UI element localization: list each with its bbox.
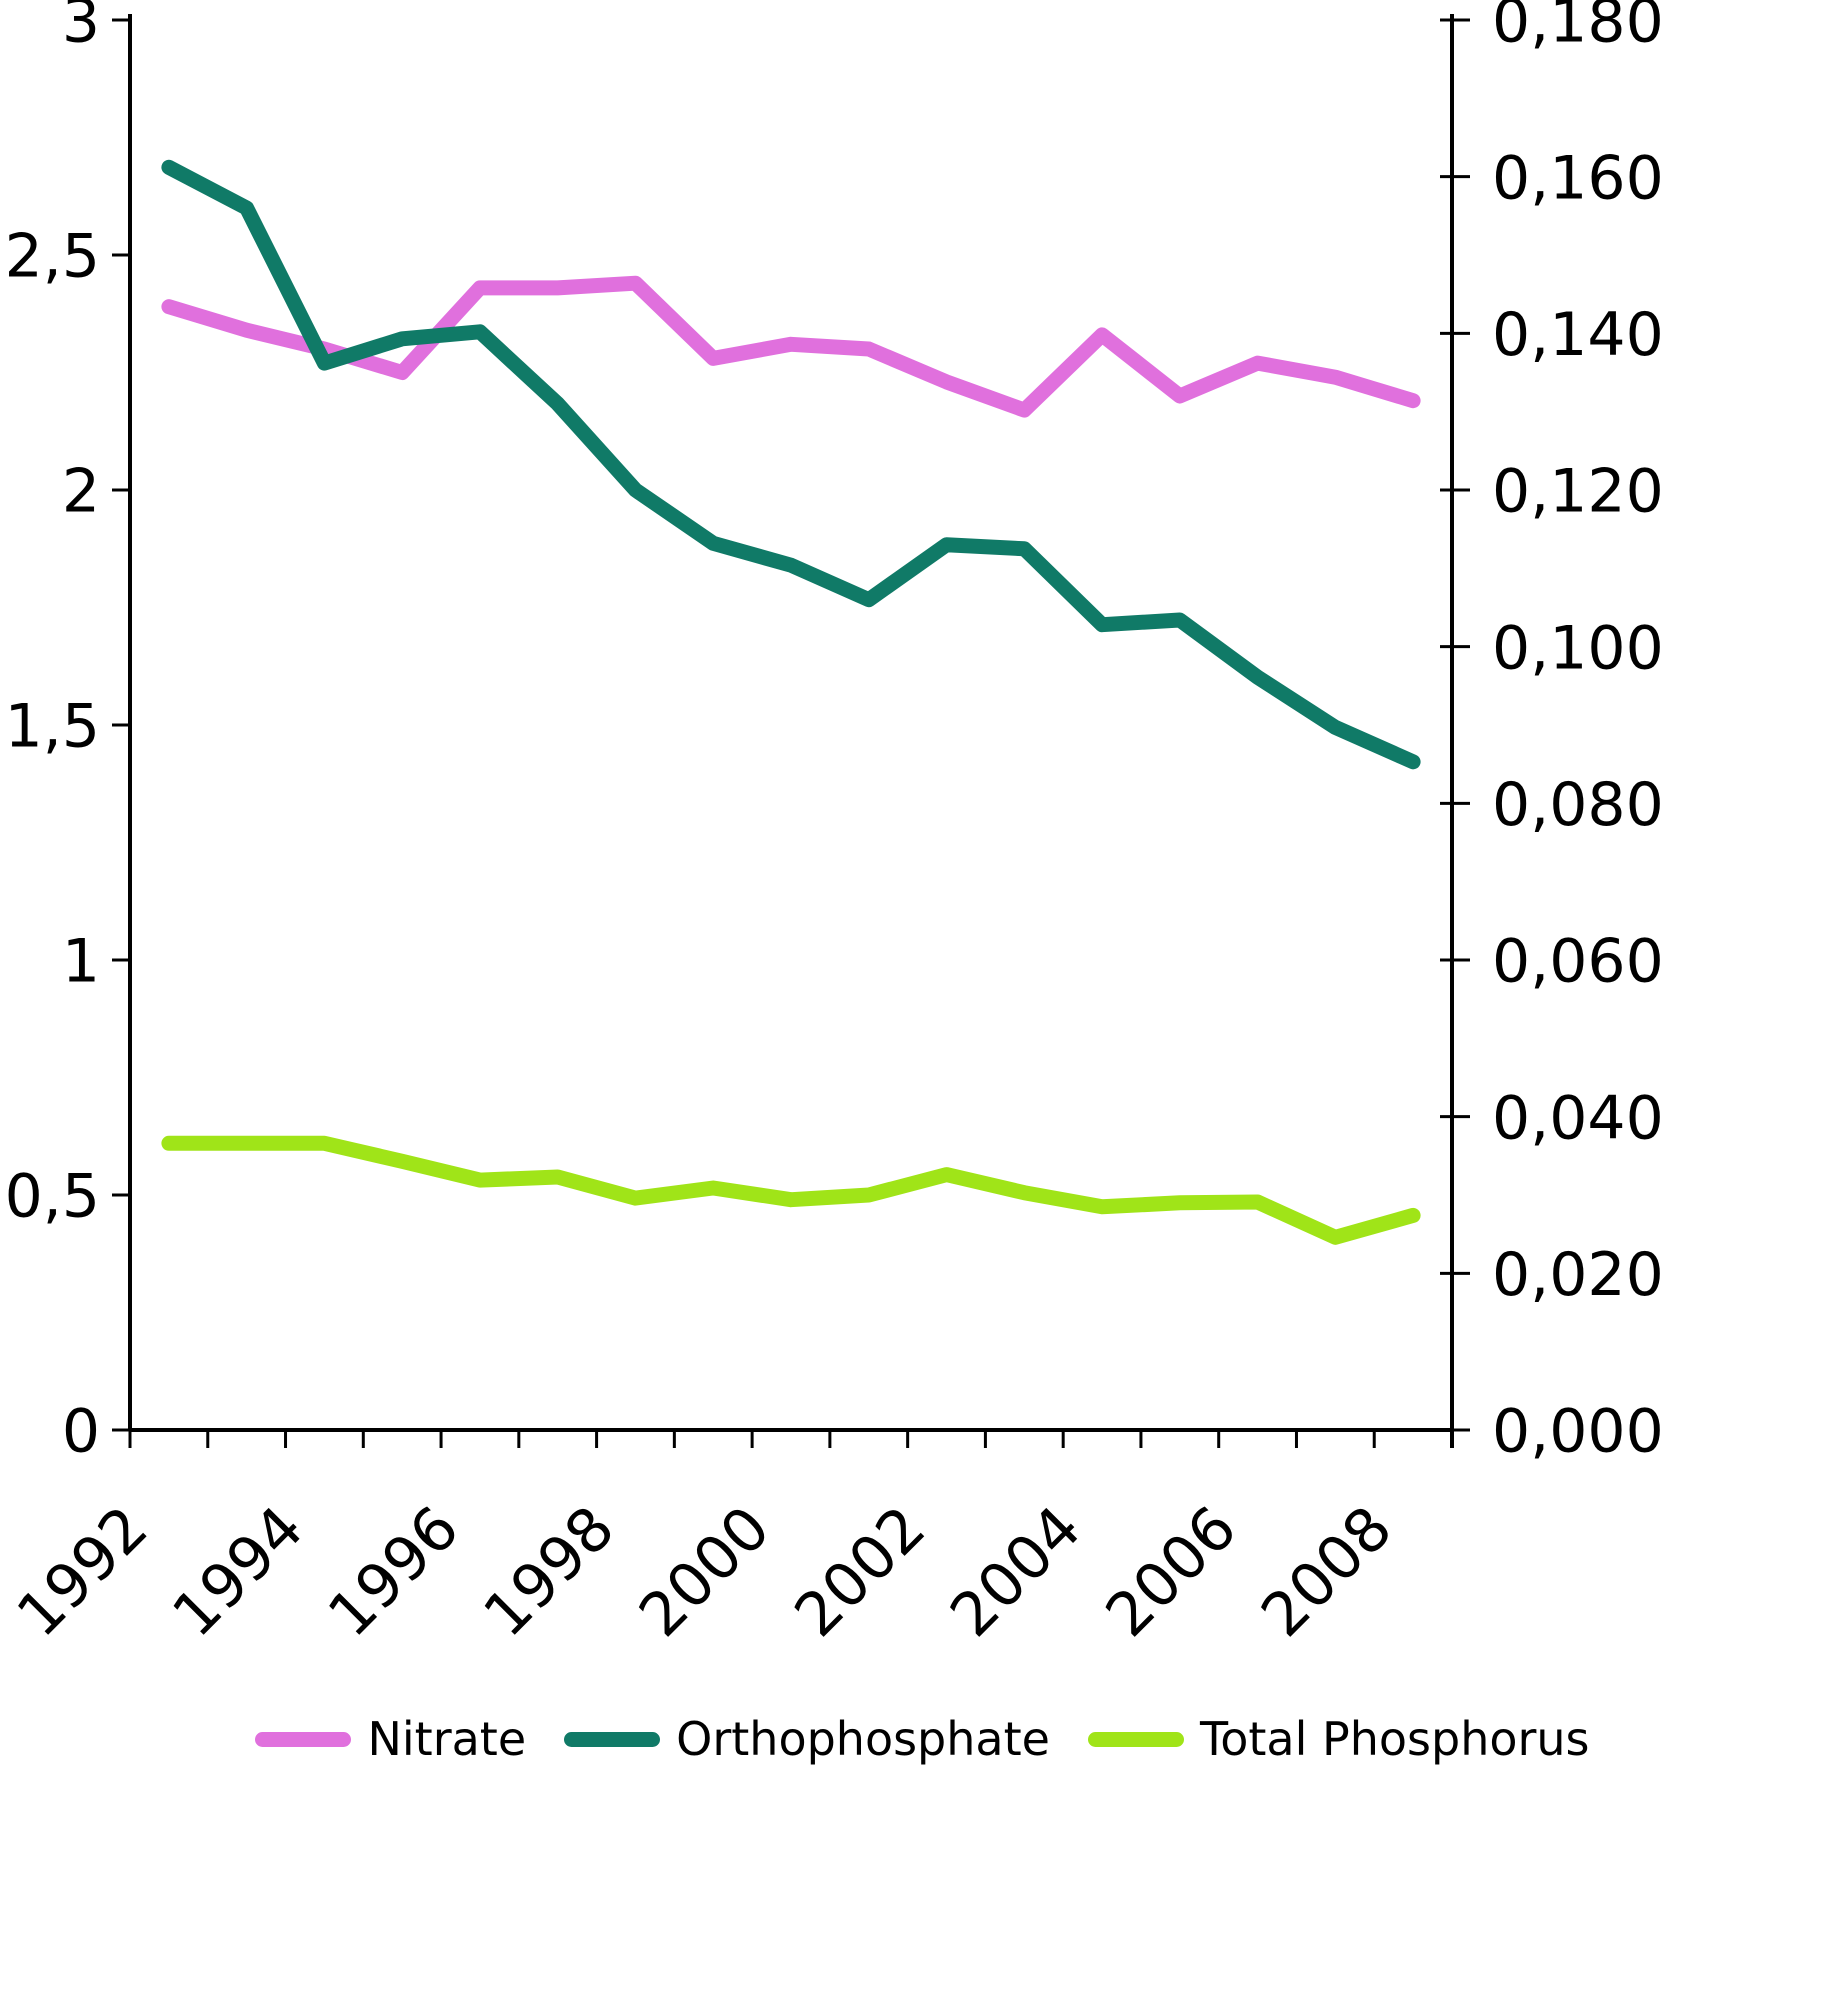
x-axis-tick-label: 2004 — [937, 1493, 1094, 1650]
right-axis-tick-label: 0,100 — [1492, 613, 1664, 683]
right-axis-tick-label: 0,060 — [1492, 927, 1664, 997]
legend-item-orthophosphate: Orthophosphate — [564, 1712, 1050, 1766]
right-axis-tick-label: 0,080 — [1492, 770, 1664, 840]
left-axis-tick-label: 0,5 — [5, 1162, 100, 1232]
legend-label-orthophosphate: Orthophosphate — [676, 1712, 1050, 1766]
left-axis-tick-label: 3 — [62, 0, 100, 57]
right-axis-tick-label: 0,040 — [1492, 1083, 1664, 1153]
legend-item-total-phosphorus: Total Phosphorus — [1087, 1712, 1590, 1766]
series-line-orthophosphate — [161, 159, 1421, 770]
right-axis-tick-label: 0,160 — [1492, 143, 1664, 213]
right-axis-tick-label: 0,120 — [1492, 457, 1664, 527]
series-line-total-phosphorus — [161, 1135, 1421, 1245]
right-axis-tick-label: 0,180 — [1492, 0, 1664, 57]
x-axis-tick-label: 2008 — [1248, 1493, 1405, 1650]
x-axis-tick-label: 2002 — [782, 1493, 939, 1650]
legend-item-nitrate: Nitrate — [255, 1712, 526, 1766]
left-axis-tick-label: 1,5 — [5, 692, 100, 762]
right-axis-tick-label: 0,140 — [1492, 300, 1664, 370]
x-axis-tick-label: 1994 — [160, 1493, 317, 1650]
legend-swatch-nitrate — [255, 1731, 352, 1747]
legend-label-nitrate: Nitrate — [367, 1712, 527, 1766]
legend-label-total-phosphorus: Total Phosphorus — [1199, 1712, 1590, 1766]
left-axis-tick-label: 2 — [62, 457, 100, 527]
x-axis-tick-label: 2006 — [1093, 1493, 1250, 1650]
x-axis-tick-label: 1998 — [471, 1493, 628, 1650]
left-axis-tick-label: 1 — [62, 927, 100, 997]
series-line-nitrate — [161, 275, 1421, 418]
left-axis-tick-label: 0 — [62, 1397, 100, 1467]
right-axis-tick-label: 0,020 — [1492, 1240, 1664, 1310]
right-axis-tick-label: 0,000 — [1492, 1397, 1664, 1467]
x-axis-tick-label: 1996 — [315, 1493, 472, 1650]
legend-swatch-total-phosphorus — [1087, 1731, 1184, 1747]
left-axis-tick-label: 2,5 — [5, 222, 100, 292]
x-axis-tick-label: 1992 — [4, 1493, 161, 1650]
legend-swatch-orthophosphate — [564, 1731, 661, 1747]
chart-legend: Nitrate Orthophosphate Total Phosphorus — [0, 1712, 1845, 1766]
x-axis-tick-label: 2000 — [626, 1493, 783, 1650]
